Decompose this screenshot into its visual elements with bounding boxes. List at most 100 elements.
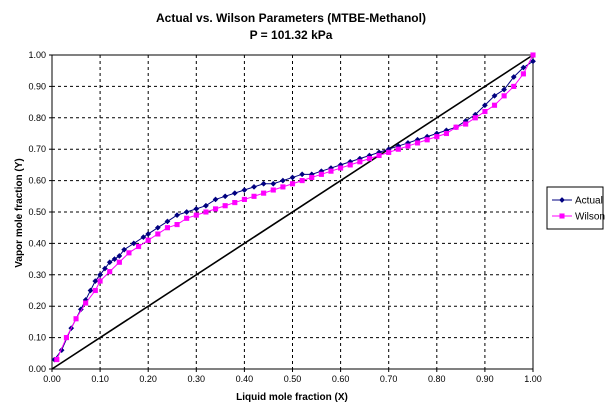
data-point-actual (140, 234, 147, 241)
data-point-wilson (232, 200, 238, 206)
data-point-wilson (241, 196, 247, 202)
data-point-actual (270, 180, 277, 187)
y-axis-title: Vapor mole fraction (Y) (14, 158, 25, 267)
data-point-wilson (270, 187, 276, 193)
x-tick-label: 0.80 (428, 374, 446, 384)
chart-title: Actual vs. Wilson Parameters (MTBE-Metha… (156, 11, 426, 25)
data-point-actual (501, 86, 508, 93)
data-point-wilson (136, 243, 142, 250)
data-point-wilson (289, 181, 296, 187)
data-point-wilson (299, 178, 305, 184)
data-point-wilson (174, 222, 180, 228)
data-point-wilson (501, 93, 507, 99)
data-point-actual (299, 171, 306, 178)
data-point-wilson (328, 168, 334, 174)
legend-items: Actual Wilson (552, 196, 605, 223)
data-point-wilson (434, 134, 440, 140)
data-point-wilson (472, 115, 478, 121)
legend: Actual Wilson (546, 186, 605, 230)
data-point-actual (116, 253, 123, 259)
x-tick-label: 0.10 (91, 374, 109, 384)
y-tick-label: 0.30 (28, 270, 46, 280)
reference-line-layer (51, 54, 534, 370)
data-point-wilson (145, 237, 151, 243)
data-point-actual (241, 187, 248, 193)
data-point-wilson (54, 357, 60, 363)
data-point-actual (222, 193, 229, 200)
legend-box (546, 186, 604, 230)
data-point-wilson (97, 278, 103, 284)
data-point-wilson (463, 121, 469, 127)
data-point-wilson (83, 300, 89, 306)
data-point-wilson (107, 269, 113, 275)
data-point-actual (87, 287, 94, 294)
y-tick-label: 0.00 (28, 364, 46, 374)
data-point-wilson (184, 215, 190, 221)
data-point-wilson (203, 209, 209, 215)
data-point-wilson (338, 165, 344, 171)
x-tick-label: 0.20 (139, 374, 157, 384)
data-point-actual (231, 190, 238, 197)
y-tick-label: 0.10 (28, 333, 46, 343)
x-tick-label: 0.00 (43, 374, 61, 384)
data-point-wilson (443, 130, 449, 137)
data-point-wilson (126, 250, 132, 256)
plot-area: 0.00 0.10 0.20 0.30 0.40 0.50 0.60 0.70 0.80 0.90… (28, 50, 541, 384)
data-point-wilson (155, 231, 161, 237)
y-tick-label: 0.80 (28, 113, 46, 123)
data-point-wilson (453, 124, 459, 130)
x-tick-label: 0.60 (332, 374, 350, 384)
y-tick-label: 0.90 (28, 81, 46, 91)
data-point-actual (121, 246, 128, 253)
data-point-wilson (309, 174, 315, 181)
y-tick-label: 0.60 (28, 176, 46, 186)
x-tick-label: 0.70 (380, 374, 398, 384)
data-point-wilson (376, 152, 382, 159)
data-point-wilson (357, 159, 363, 165)
data-point-actual (491, 92, 498, 99)
legend-marker-actual (559, 197, 565, 203)
data-point-wilson (491, 102, 498, 108)
data-point-wilson (366, 156, 373, 162)
data-point-wilson (482, 108, 488, 115)
data-point-wilson (193, 212, 199, 218)
data-point-actual (481, 102, 488, 109)
data-point-wilson (92, 287, 98, 294)
data-point-wilson (424, 137, 430, 143)
data-point-wilson (212, 206, 219, 212)
data-point-actual (164, 218, 171, 225)
data-point-wilson (386, 149, 392, 155)
data-point-actual (111, 256, 118, 263)
legend-label-wilson: Wilson (575, 212, 605, 223)
data-point-wilson (405, 143, 411, 149)
x-tick-label: 0.40 (236, 374, 254, 384)
data-point-wilson (347, 162, 353, 168)
data-point-actual (174, 212, 181, 219)
y-tick-label: 1.00 (28, 50, 46, 60)
chart-subtitle: P = 101.32 kPa (250, 28, 333, 42)
y-tick-label: 0.40 (28, 238, 46, 248)
data-point-wilson (73, 316, 79, 322)
data-point-actual (183, 209, 190, 215)
series-layer (51, 52, 536, 363)
reference-line (51, 54, 534, 370)
data-point-wilson (63, 335, 69, 341)
data-point-actual (101, 265, 108, 272)
data-point-wilson (318, 171, 324, 177)
y-tick-label: 0.70 (28, 144, 46, 154)
data-point-wilson (222, 203, 228, 209)
data-point-wilson (116, 259, 122, 265)
x-tick-label: 0.90 (476, 374, 494, 384)
x-tick-label: 0.50 (284, 374, 302, 384)
data-point-actual (154, 224, 161, 231)
tick-labels: 0.00 0.10 0.20 0.30 0.40 0.50 0.60 0.70 0.80 0.90… (28, 50, 541, 384)
legend-label-actual: Actual (575, 196, 603, 207)
data-point-actual (279, 177, 286, 184)
data-point-actual (202, 202, 209, 209)
data-point-wilson (395, 146, 401, 152)
data-point-wilson (261, 190, 267, 196)
data-point-wilson (251, 193, 257, 199)
data-point-wilson (520, 71, 526, 77)
